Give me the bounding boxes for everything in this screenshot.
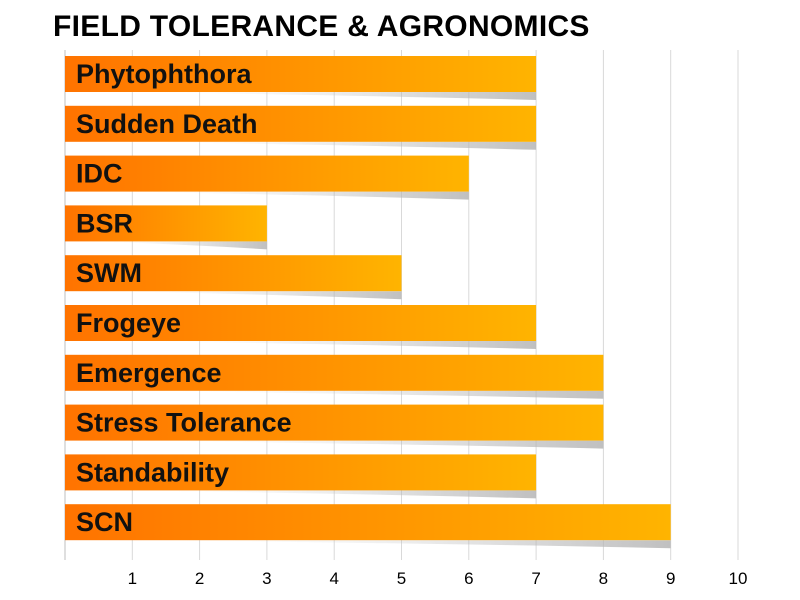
bar [65, 354, 604, 391]
chart-title: FIELD TOLERANCE & AGRONOMICS [53, 10, 590, 43]
bar-group: Stress Tolerance [65, 404, 604, 449]
bar-shadow [121, 141, 537, 150]
bar-shadow [105, 291, 402, 300]
bar-shadow [89, 241, 267, 250]
bar-label: SWM [76, 258, 142, 288]
bar-shadow [129, 440, 604, 449]
bar [65, 305, 537, 341]
bar-label: Frogeye [76, 308, 181, 338]
bar [65, 504, 671, 541]
bar-shadow [137, 540, 671, 549]
x-tick-label: 4 [329, 569, 338, 588]
x-axis-ticks: 1 2 3 4 5 6 7 8 9 10 [128, 569, 748, 588]
bar-shadow [121, 490, 537, 499]
bar [65, 205, 267, 242]
x-tick-label: 6 [464, 569, 473, 588]
x-tick-label: 5 [397, 569, 406, 588]
bar-label: IDC [76, 159, 123, 189]
bar-label: BSR [76, 208, 133, 238]
x-tick-label: 10 [729, 569, 748, 588]
bar-group: Phytophthora [65, 56, 537, 100]
bar [65, 155, 469, 192]
bar-label: Phytophthora [76, 59, 252, 89]
bar-group: BSR [65, 205, 267, 250]
bar-group: SCN [65, 504, 671, 549]
bar-label: Emergence [76, 358, 222, 388]
bar-group: Frogeye [65, 305, 537, 349]
x-tick-label: 7 [531, 569, 540, 588]
bar [65, 404, 604, 441]
bar-shadow [129, 390, 604, 399]
bar [65, 454, 537, 491]
bar-shadow [121, 92, 537, 100]
bar-group: Sudden Death [65, 105, 537, 150]
bar [65, 56, 537, 92]
bar-label: Sudden Death [76, 109, 258, 139]
bar-label: Stress Tolerance [76, 408, 292, 438]
bar [65, 105, 537, 142]
bar-label: SCN [76, 507, 133, 537]
bar-shadow [113, 191, 469, 200]
bars: Phytophthora Sudden Death IDC BSR SWM Frogeye… [65, 56, 671, 549]
x-tick-label: 1 [128, 569, 137, 588]
x-tick-label: 9 [666, 569, 675, 588]
bar-shadow [121, 341, 537, 349]
bar [65, 255, 402, 292]
bar-group: Emergence [65, 354, 604, 399]
bar-group: IDC [65, 155, 469, 200]
x-tick-label: 8 [599, 569, 608, 588]
x-tick-label: 2 [195, 569, 204, 588]
bar-label: Standability [76, 457, 229, 487]
bar-group: SWM [65, 255, 402, 300]
x-tick-label: 3 [262, 569, 271, 588]
bar-group: Standability [65, 454, 537, 499]
